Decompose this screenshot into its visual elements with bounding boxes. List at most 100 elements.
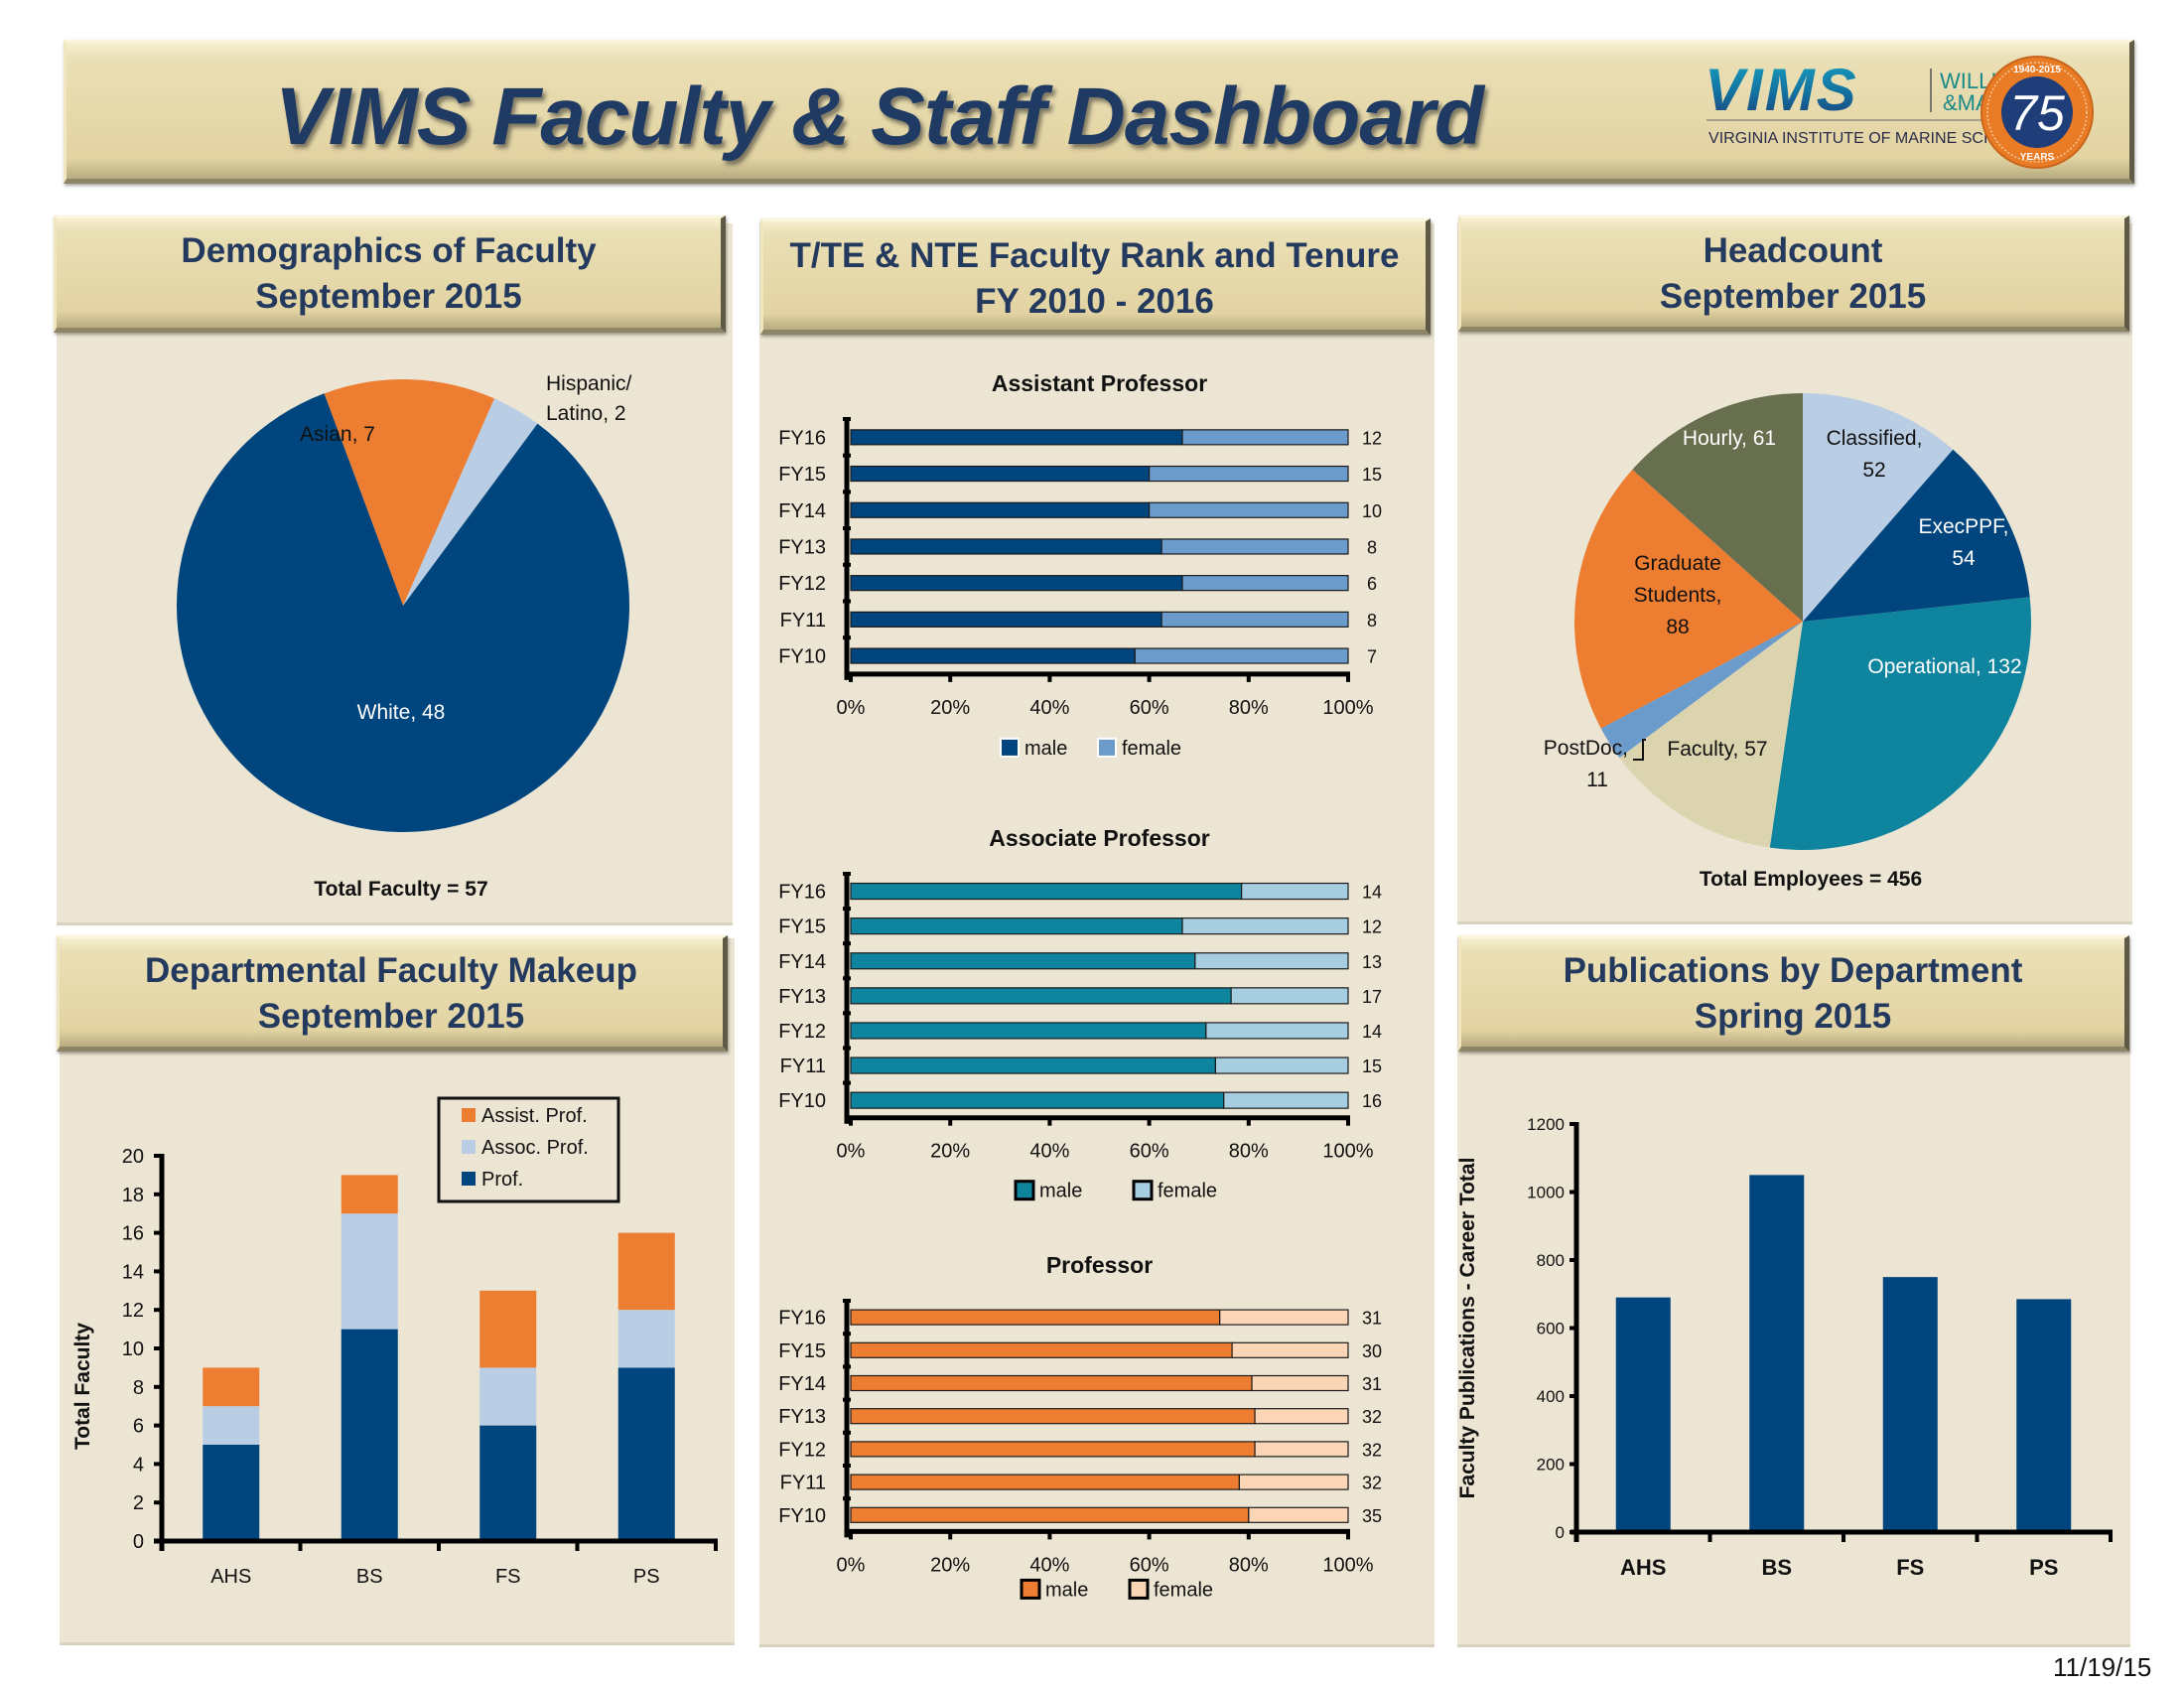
y-tick-label: 600 [1537, 1320, 1565, 1338]
total-label: 32 [1362, 1407, 1382, 1427]
legend-swatch-female [1097, 737, 1117, 758]
headcount-title-line2: September 2015 [1659, 277, 1927, 316]
bar-female-FY11 [1214, 1056, 1349, 1074]
pie-slice-postdoc [1600, 622, 1803, 759]
total-label: 6 [1367, 574, 1377, 594]
legend-label: Prof. [481, 1169, 523, 1191]
category-label: FY11 [780, 610, 826, 632]
rank-tenure-title-line1: T/TE & NTE Faculty Rank and Tenure [789, 236, 1400, 275]
legend-swatch-male [1000, 737, 1020, 758]
label-grad-line3: 88 [1666, 616, 1689, 638]
bar-male-FY15 [850, 917, 1183, 935]
category-label: FY10 [778, 646, 826, 668]
pie-slice-graduate-students [1574, 469, 1803, 729]
bar-male-FY11 [850, 611, 1162, 628]
legend-label-female: female [1122, 738, 1181, 760]
departmental-title-line1: Departmental Faculty Makeup [145, 951, 637, 990]
bar-female-FY16 [1181, 429, 1349, 446]
category-label: FY11 [780, 1473, 826, 1494]
bar-assoc-prof-AHS [203, 1406, 260, 1445]
x-tick-label: 20% [930, 1554, 970, 1576]
bar-male-FY16 [850, 429, 1183, 446]
x-tick-label: 60% [1130, 1554, 1169, 1576]
bar-female-FY12 [1254, 1441, 1349, 1458]
total-label: 14 [1362, 1022, 1382, 1042]
bar-assist-prof-PS [617, 1232, 675, 1311]
bar-male-FY16 [850, 882, 1243, 901]
bar-AHS [1615, 1297, 1671, 1532]
y-tick-label: 6 [133, 1416, 144, 1438]
title-banner: VIMS Faculty & Staff Dashboard VIMS WILL… [64, 40, 2134, 184]
y-tick-label: 1200 [1527, 1115, 1565, 1134]
bar-male-FY16 [850, 1309, 1221, 1326]
y-tick-label: 10 [122, 1338, 144, 1360]
y-tick-label: 20 [122, 1146, 144, 1168]
bar-female-FY10 [1134, 647, 1349, 664]
bar-male-FY14 [850, 501, 1151, 518]
x-category-label: FS [495, 1566, 521, 1588]
bar-BS [1749, 1175, 1805, 1532]
category-label: FY14 [778, 500, 826, 522]
total-employees-label: Total Employees = 456 [1700, 868, 1922, 891]
legend-swatch-male [1020, 1578, 1041, 1600]
total-label: 12 [1362, 917, 1382, 937]
total-label: 10 [1362, 501, 1382, 521]
legend-label: Assoc. Prof. [481, 1137, 589, 1159]
x-category-label: FS [1896, 1555, 1924, 1580]
legend-label: Assist. Prof. [481, 1105, 588, 1127]
total-label: 31 [1362, 1374, 1382, 1394]
legend-label-female: female [1158, 1181, 1217, 1202]
headcount-header: Headcount September 2015 [1458, 215, 2129, 332]
category-label: FY13 [778, 986, 826, 1008]
legend-swatch [462, 1172, 476, 1186]
y-tick-label: 0 [133, 1531, 144, 1553]
pie-label-white: White, 48 [357, 701, 446, 724]
bar-assoc-prof-FS [479, 1367, 537, 1426]
publications-title-line1: Publications by Department [1563, 951, 2023, 990]
legend-swatch-female [1132, 1180, 1154, 1201]
bar-assist-prof-BS [341, 1175, 398, 1214]
category-label: FY10 [778, 1090, 826, 1112]
category-label: FY16 [778, 427, 826, 449]
label-classified-line2: 52 [1862, 459, 1885, 482]
bar-female-FY12 [1205, 1022, 1349, 1040]
label-postdoc-line2: 11 [1586, 769, 1608, 791]
bar-male-FY10 [850, 1506, 1250, 1523]
medallion-label: YEARS [2020, 152, 2055, 163]
bar-female-FY13 [1254, 1408, 1349, 1425]
y-tick-label: 8 [133, 1377, 144, 1399]
postdoc-leader-line [1633, 739, 1646, 761]
x-tick-label: 80% [1229, 1554, 1269, 1576]
rank-tenure-title-line2: FY 2010 - 2016 [975, 282, 1214, 321]
x-tick-label: 20% [930, 1141, 970, 1163]
total-label: 8 [1367, 537, 1377, 557]
pie-label-hispanic-line2: Latino, 2 [546, 402, 626, 425]
pie-slice-hourly [1632, 393, 1803, 622]
medallion-number: 75 [2009, 85, 2065, 141]
bar-prof-AHS [203, 1445, 260, 1541]
category-label: FY16 [778, 882, 826, 904]
y-tick-label: 400 [1537, 1387, 1565, 1406]
pie-slice-execppf [1803, 449, 2030, 622]
x-tick-label: 20% [930, 697, 970, 719]
assistant-professor-chart: Assistant Professor FY16 12 FY15 15 FY14 10 FY1… [778, 370, 1382, 760]
label-faculty: Faculty, 57 [1667, 738, 1767, 761]
total-label: 8 [1367, 611, 1377, 631]
footer-date: 11/19/15 [2053, 1652, 2152, 1682]
bar-female-FY16 [1219, 1309, 1349, 1326]
bar-female-FY12 [1181, 575, 1349, 592]
label-execppf-line2: 54 [1952, 547, 1976, 570]
x-tick-label: 0% [837, 1141, 866, 1163]
label-grad-line1: Graduate [1634, 552, 1721, 575]
category-label: FY16 [778, 1308, 826, 1330]
total-label: 14 [1362, 883, 1382, 903]
total-label: 13 [1362, 952, 1382, 972]
bar-prof-PS [617, 1367, 675, 1541]
pie-slice-classified [1803, 393, 1954, 622]
x-tick-label: 0% [837, 697, 866, 719]
bar-male-FY12 [850, 1441, 1256, 1458]
bar-male-FY14 [850, 1374, 1253, 1392]
logo-institute-text: VIRGINIA INSTITUTE OF MARINE SCIENCE [1708, 130, 2032, 147]
bar-male-FY13 [850, 538, 1162, 555]
demographics-title-line1: Demographics of Faculty [181, 231, 597, 270]
